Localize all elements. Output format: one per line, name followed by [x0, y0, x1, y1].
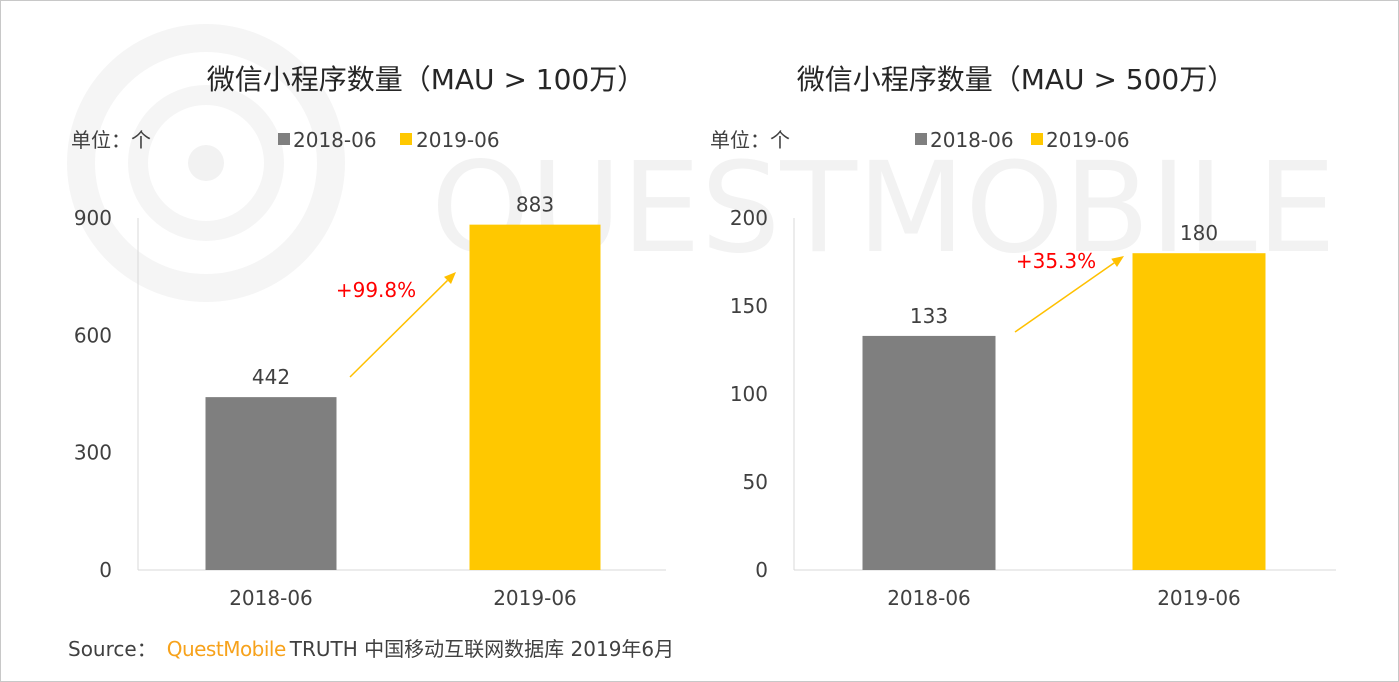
x-tick-label: 2018-06 — [887, 586, 971, 610]
x-tick-label: 2018-06 — [229, 586, 313, 610]
legend-label: 2019-06 — [416, 128, 500, 152]
watermark-logo-dot — [188, 145, 224, 181]
y-tick-label: 200 — [730, 206, 768, 230]
growth-annotation: +99.8% — [336, 278, 416, 302]
legend-swatch-2018-06 — [915, 133, 927, 145]
bar-2019-06 — [469, 224, 601, 570]
bar-2018-06 — [205, 397, 337, 570]
bar-2019-06 — [1132, 253, 1266, 570]
data-label: 180 — [1180, 221, 1218, 245]
growth-annotation: +35.3% — [1016, 249, 1096, 273]
data-label: 133 — [910, 304, 948, 328]
bar-chart-2: 微信小程序数量（MAU > 500万） 单位：个 2018-06 2019-06 0 50… — [710, 63, 1336, 610]
watermark-logo-inner-ring — [128, 85, 284, 241]
source-text: TRUTH 中国移动互联网数据库 2019年6月 — [289, 637, 675, 661]
y-tick-label: 0 — [99, 558, 112, 582]
growth-arrow-line — [1014, 262, 1115, 333]
y-tick-label: 100 — [730, 382, 768, 406]
chart-title: 微信小程序数量（MAU > 100万） — [207, 63, 646, 96]
source-label: Source： — [68, 637, 157, 661]
x-tick-label: 2019-06 — [1157, 586, 1241, 610]
questmobile-logo-icon — [67, 24, 345, 302]
y-tick-label: 150 — [730, 294, 768, 318]
bar-2018-06 — [862, 335, 996, 570]
y-tick-label: 0 — [755, 558, 768, 582]
bar-chart-1: 微信小程序数量（MAU > 100万） 单位：个 2018-06 2019-06 0 30… — [71, 63, 666, 610]
growth-arrow-head-icon — [444, 272, 456, 284]
x-tick-label: 2019-06 — [493, 586, 577, 610]
source-brand: QuestMobile — [166, 637, 287, 661]
legend-label: 2018-06 — [930, 128, 1014, 152]
y-tick-label: 600 — [74, 323, 112, 347]
legend-swatch-2019-06 — [400, 133, 412, 145]
source-line: Source： QuestMobile TRUTH 中国移动互联网数据库 2019年… — [68, 637, 674, 661]
unit-label: 单位：个 — [71, 128, 151, 152]
y-tick-label: 900 — [74, 206, 112, 230]
y-tick-label: 50 — [743, 470, 768, 494]
watermark-logo-outer-ring — [67, 24, 345, 302]
legend-label: 2019-06 — [1046, 128, 1130, 152]
growth-arrow-line — [349, 279, 449, 378]
unit-label: 单位：个 — [710, 128, 790, 152]
legend-swatch-2019-06 — [1031, 133, 1043, 145]
chart-title: 微信小程序数量（MAU > 500万） — [797, 63, 1236, 96]
y-tick-label: 300 — [74, 441, 112, 465]
legend-label: 2018-06 — [293, 128, 377, 152]
legend-swatch-2018-06 — [278, 133, 290, 145]
data-label: 442 — [252, 365, 290, 389]
growth-arrow-head-icon — [1111, 256, 1124, 267]
data-label: 883 — [516, 193, 554, 217]
